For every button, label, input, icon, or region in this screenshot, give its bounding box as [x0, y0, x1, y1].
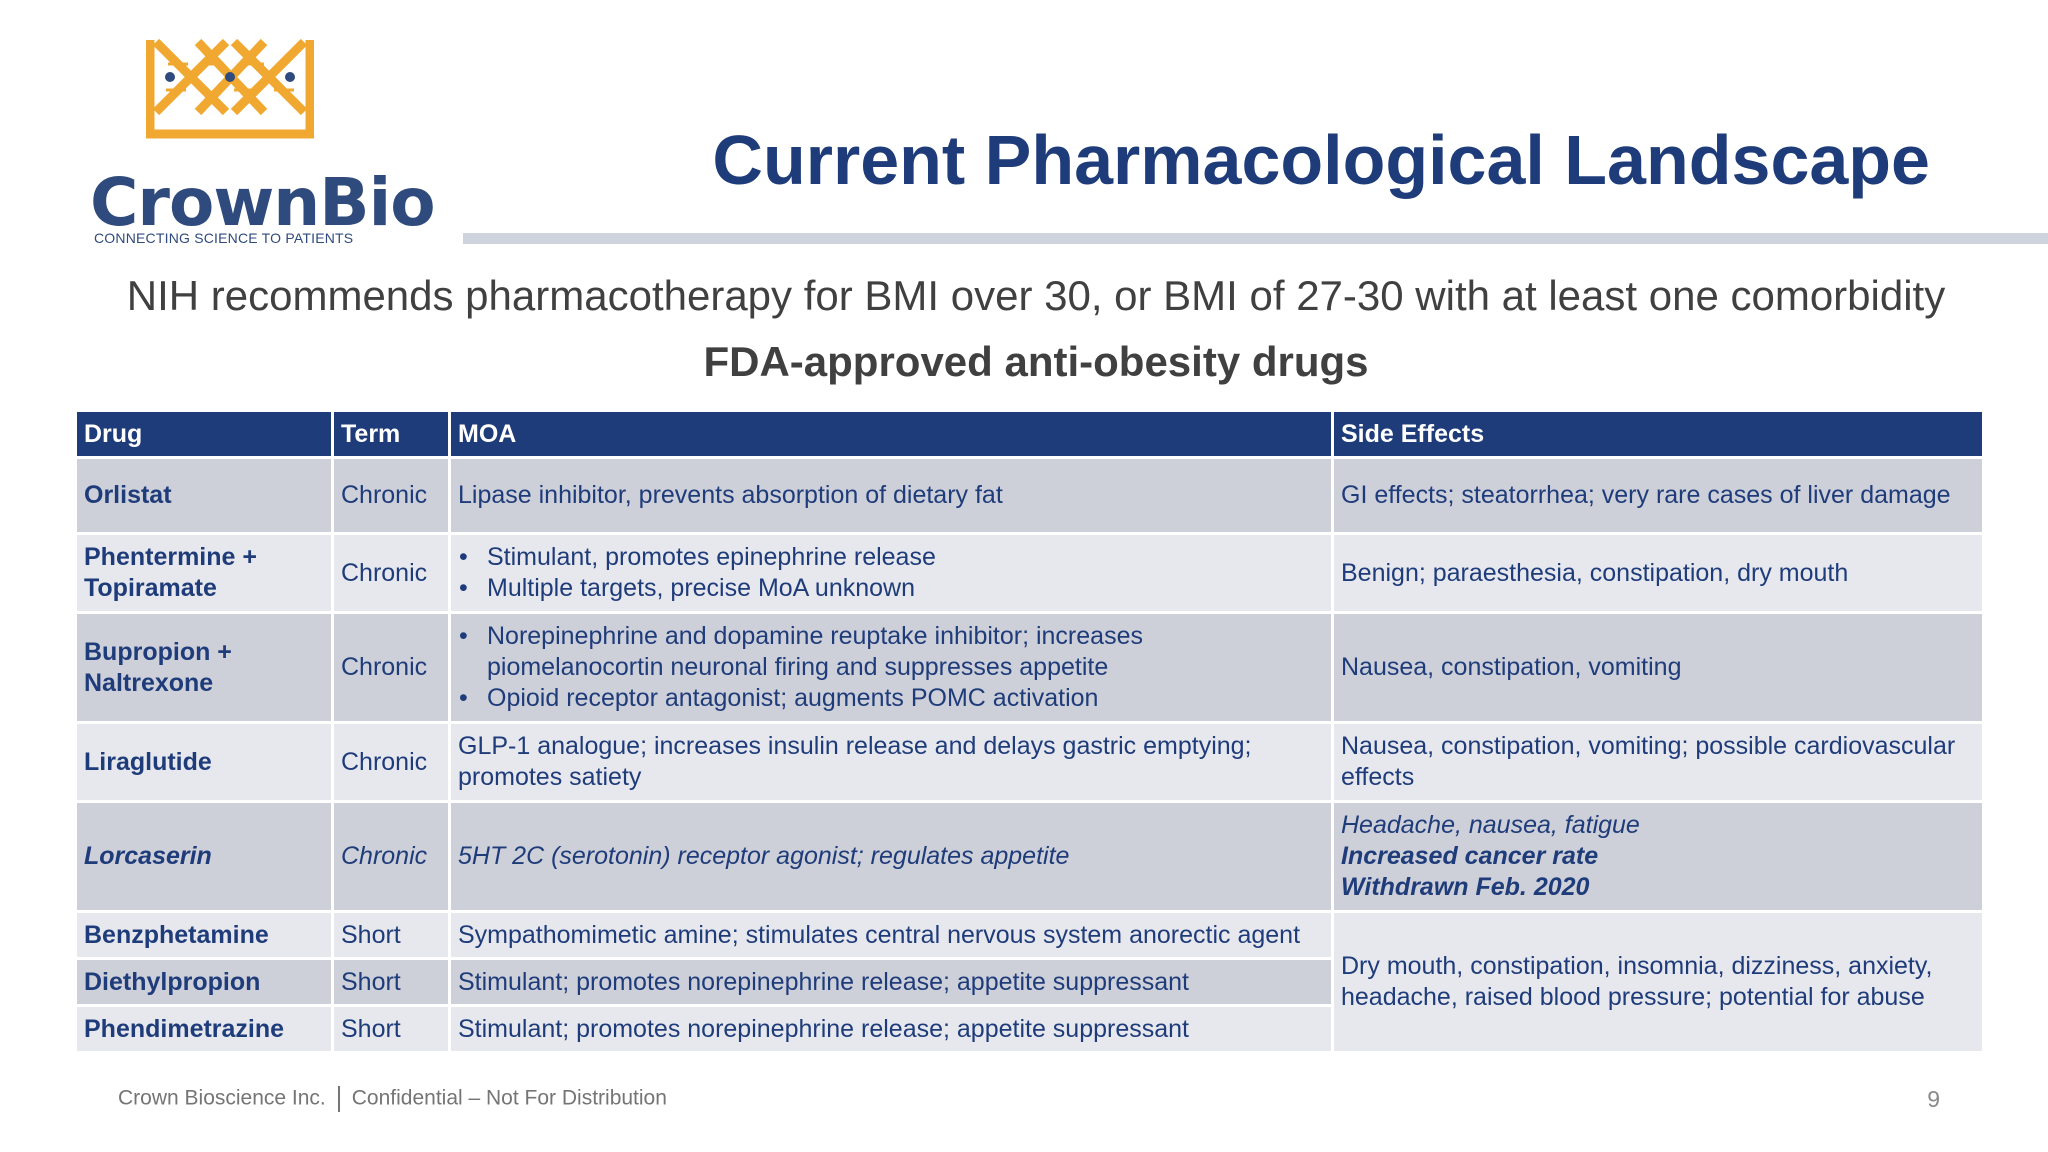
drug-moa: Lipase inhibitor, prevents absorption of… [448, 456, 1334, 535]
drug-term: Short [331, 957, 451, 1007]
drug-side-effects: Nausea, constipation, vomiting [1331, 611, 1985, 724]
table-heading: FDA-approved anti-obesity drugs [703, 338, 1369, 385]
slide-subtitle: NIH recommends pharmacotherapy for BMI o… [126, 272, 1946, 319]
footer-company: Crown Bioscience Inc. [118, 1086, 326, 1110]
drug-name: Liraglutide [74, 721, 334, 803]
footer-notice: Confidential – Not For Distribution [351, 1086, 667, 1110]
side-effect-warning: Increased cancer rate [1341, 842, 1599, 870]
drug-term: Chronic [331, 532, 451, 614]
moa-bullet: Opioid receptor antagonist; augments POM… [458, 683, 1174, 714]
brand-name: CrownBio [90, 164, 436, 241]
title-underline [463, 233, 2048, 244]
drug-name: Benzphetamine [74, 910, 334, 960]
footer-divider [337, 1086, 340, 1112]
drugs-table: Drug Term MOA Side Effects Orlistat Chro… [74, 409, 1985, 1054]
crown-logo-icon [146, 38, 314, 139]
drug-term: Chronic [331, 456, 451, 535]
drug-name: Phendimetrazine [74, 1004, 334, 1054]
drug-name-line: Naltrexone [84, 668, 214, 697]
drug-term: Chronic [331, 800, 451, 913]
header-term: Term [331, 409, 451, 459]
moa-bullet: Multiple targets, precise MoA unknown [458, 573, 1324, 604]
header-side-effects: Side Effects [1331, 409, 1985, 459]
drug-name: Orlistat [74, 456, 334, 535]
table-header-row: Drug Term MOA Side Effects [74, 409, 1985, 459]
header-moa: MOA [448, 409, 1334, 459]
shared-side-effects: Dry mouth, constipation, insomnia, dizzi… [1331, 910, 1985, 1054]
drug-moa: Norepinephrine and dopamine reuptake inh… [448, 611, 1334, 724]
drug-side-effects: Headache, nausea, fatigue Increased canc… [1331, 800, 1985, 913]
table-row: Phentermine + Topiramate Chronic Stimula… [74, 532, 1985, 614]
moa-bullet: Stimulant, promotes epinephrine release [458, 542, 1324, 573]
drug-name: Phentermine + Topiramate [74, 532, 334, 614]
drug-name: Diethylpropion [74, 957, 334, 1007]
header-drug: Drug [74, 409, 334, 459]
moa-bullet: Norepinephrine and dopamine reuptake inh… [458, 621, 1174, 683]
drug-side-effects: Benign; paraesthesia, constipation, dry … [1331, 532, 1985, 614]
drug-moa: Stimulant; promotes norepinephrine relea… [448, 957, 1334, 1007]
footer: Crown Bioscience Inc. Confidential – Not … [118, 1086, 667, 1112]
table-row: Bupropion + Naltrexone Chronic Norepinep… [74, 611, 1985, 724]
drug-term: Short [331, 910, 451, 960]
table-row: Orlistat Chronic Lipase inhibitor, preve… [74, 456, 1985, 535]
drug-name: Lorcaserin [74, 800, 334, 913]
drug-name: Bupropion + Naltrexone [74, 611, 334, 724]
drug-moa: Stimulant, promotes epinephrine release … [448, 532, 1334, 614]
page-number: 9 [1927, 1086, 1940, 1112]
table-row: Phendimetrazine Short Stimulant; promote… [74, 1004, 1984, 1054]
withdrawal-notice: Withdrawn Feb. 2020 [1341, 873, 1590, 901]
brand-tagline: CONNECTING SCIENCE TO PATIENTS [94, 230, 354, 246]
company-logo: CrownBio CONNECTING SCIENCE TO PATIENTS [90, 30, 436, 250]
drug-name-line: Bupropion + [84, 637, 232, 666]
table-row: Diethylpropion Short Stimulant; promotes… [74, 957, 1984, 1007]
drug-term: Chronic [331, 721, 451, 803]
drug-moa: Sympathomimetic amine; stimulates centra… [448, 910, 1334, 960]
drug-moa: 5HT 2C (serotonin) receptor agonist; reg… [448, 800, 1334, 913]
drug-side-effects: Nausea, constipation, vomiting; possible… [1331, 721, 1985, 803]
drug-term: Chronic [331, 611, 451, 724]
slide-title: Current Pharmacological Landscape [712, 121, 1930, 199]
drug-moa: Stimulant; promotes norepinephrine relea… [448, 1004, 1334, 1054]
side-effect-line: Headache, nausea, fatigue [1341, 811, 1640, 839]
table-row: Liraglutide Chronic GLP-1 analogue; incr… [74, 721, 1985, 803]
table-row: Benzphetamine Short Sympathomimetic amin… [74, 910, 1985, 1054]
drug-name-line: Phentermine + [84, 543, 257, 571]
table-row: Lorcaserin Chronic 5HT 2C (serotonin) re… [74, 800, 1985, 913]
drug-side-effects: GI effects; steatorrhea; very rare cases… [1331, 456, 1985, 535]
drug-name-line: Topiramate [84, 574, 217, 602]
drug-moa: GLP-1 analogue; increases insulin releas… [448, 721, 1334, 803]
drug-term: Short [331, 1004, 451, 1054]
